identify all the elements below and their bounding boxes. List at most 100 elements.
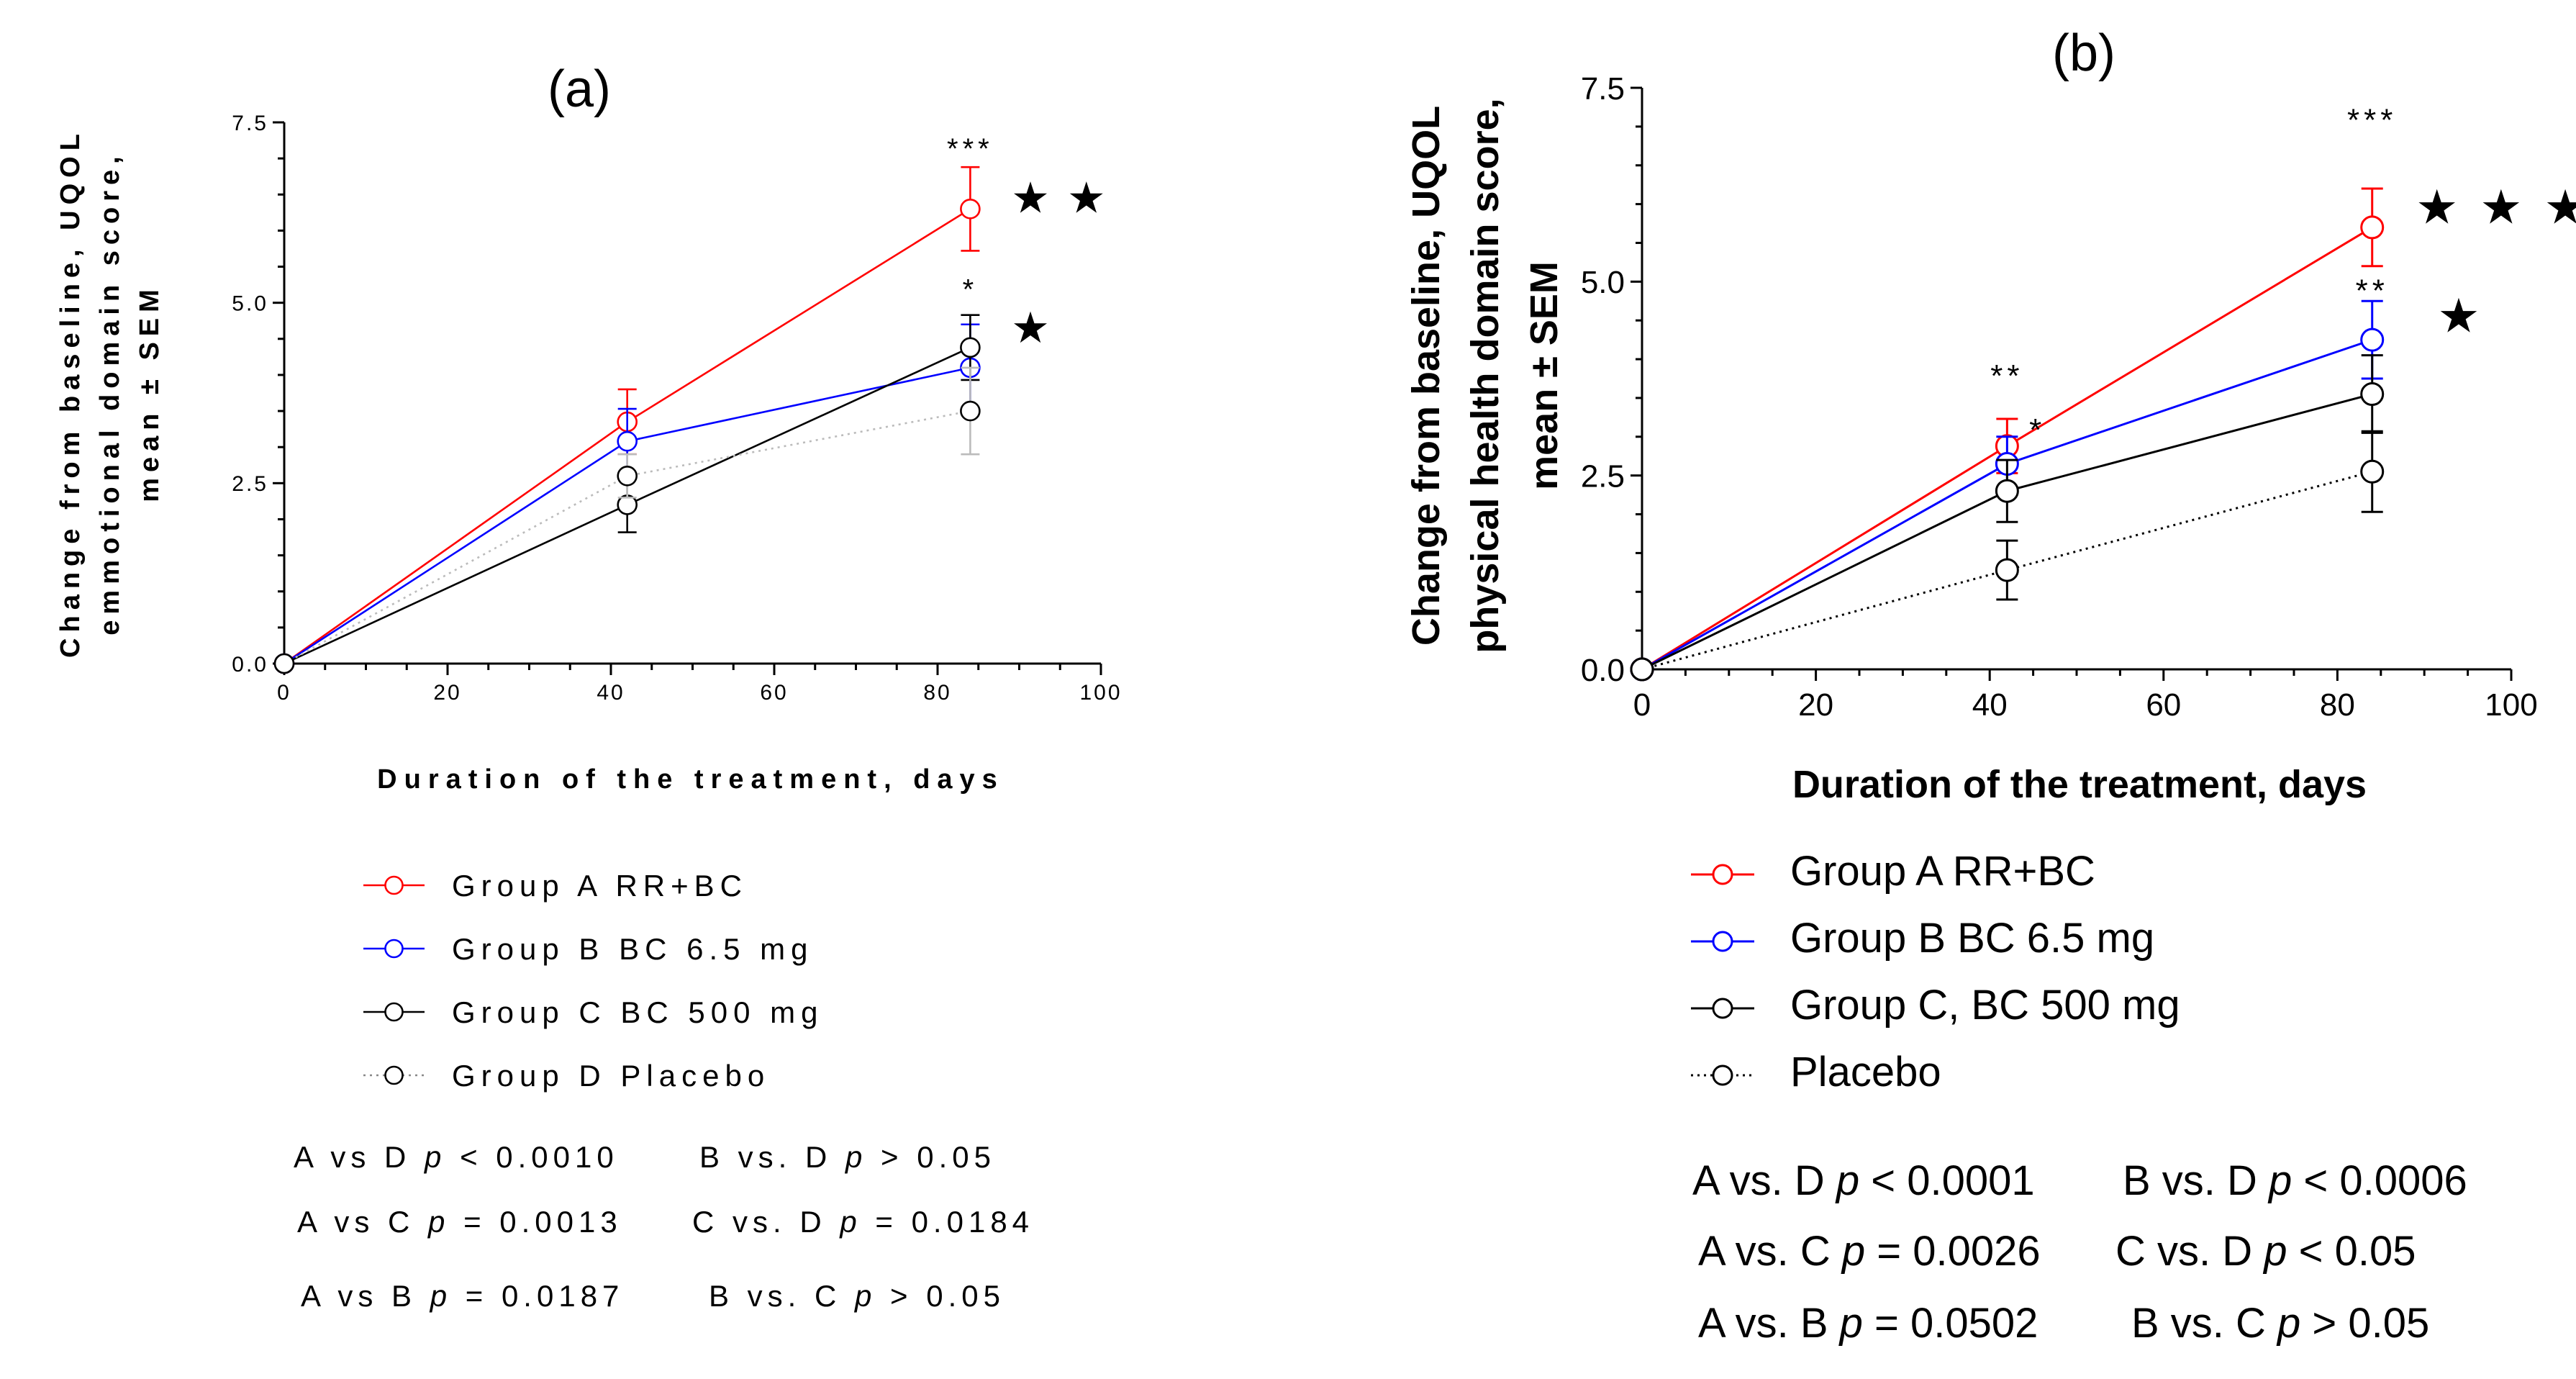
- significance-label: **: [2356, 273, 2389, 308]
- p-value-text: A vs. C p = 0.0026: [1698, 1228, 2041, 1275]
- legend-entry: Placebo: [1790, 1049, 1941, 1095]
- legend-swatch-marker: [384, 1002, 404, 1022]
- p-symbol: p: [1838, 1300, 1863, 1347]
- legend-entry: Group C BC 500 mg: [452, 995, 824, 1029]
- p-value-part: B vs. D: [2123, 1157, 2269, 1204]
- legend: Group A RR+BC Group B BC 6.5 mg Group C, B…: [1691, 848, 2180, 1095]
- p-value-text: B vs. C p > 0.05: [2131, 1300, 2429, 1347]
- p-value-part: A vs D: [294, 1140, 425, 1174]
- p-value-text: A vs B p = 0.0187: [301, 1279, 624, 1313]
- p-value-text: A vs C p = 0.0013: [297, 1205, 622, 1239]
- legend-entry: Group B BC 6.5 mg: [452, 932, 814, 966]
- data-point: [273, 653, 295, 674]
- p-symbol: p: [2262, 1228, 2287, 1275]
- significance-label: **: [1990, 358, 2023, 394]
- series-0: [1630, 187, 2385, 682]
- x-tick-label: 60: [760, 681, 788, 705]
- p-value-part: B vs. D: [699, 1140, 845, 1174]
- legend-entry: Group D Placebo: [452, 1059, 770, 1093]
- significance-label: ***: [2347, 102, 2397, 137]
- data-point: [960, 400, 981, 422]
- p-value-part: < 0.0001: [1859, 1157, 2035, 1204]
- x-tick-label: 100: [1079, 681, 1122, 705]
- legend: Group A RR+BC Group B BC 6.5 mg Group C BC…: [363, 869, 824, 1093]
- comparison-stars: ★: [1011, 304, 1067, 352]
- p-symbol: p: [429, 1279, 452, 1313]
- p-value-text: C vs. D p = 0.0184: [692, 1205, 1034, 1239]
- p-symbol: p: [1841, 1228, 1865, 1275]
- chart-title: (b): [2052, 24, 2115, 82]
- p-value-part: = 0.0184: [862, 1205, 1034, 1239]
- series-line: [284, 410, 971, 665]
- x-tick-label: 20: [433, 681, 461, 705]
- data-point: [960, 199, 981, 220]
- legend-swatch-marker: [384, 875, 404, 895]
- data-point: [1995, 479, 2019, 503]
- p-symbol: p: [2276, 1300, 2300, 1347]
- chart-title: (a): [548, 60, 611, 118]
- p-symbol: p: [853, 1279, 876, 1313]
- data-point: [2360, 327, 2385, 352]
- y-axis-label-line: Change from baseline, UQOL: [1405, 106, 1448, 646]
- x-tick-label: 0: [277, 681, 291, 705]
- legend-swatch-marker: [384, 1065, 404, 1085]
- legend-entry: Group A RR+BC: [452, 869, 748, 903]
- p-value-part: > 0.05: [876, 1279, 1005, 1313]
- x-tick-label: 80: [2320, 687, 2355, 723]
- p-value-stats: A vs D p < 0.0010 B vs. D p > 0.05 A vs C …: [294, 1140, 1034, 1313]
- data-point: [617, 430, 638, 452]
- x-tick-label: 0: [1633, 687, 1651, 723]
- data-point: [1995, 558, 2019, 582]
- p-symbol: p: [423, 1140, 446, 1174]
- x-tick-label: 60: [2146, 687, 2181, 723]
- p-value-stats: A vs. D p < 0.0001 B vs. D p < 0.0006 A vs…: [1692, 1157, 2467, 1347]
- p-value-part: C vs. D: [692, 1205, 840, 1239]
- comparison-stars: ★★: [1011, 173, 1123, 222]
- p-value-part: = 0.0026: [1865, 1228, 2041, 1275]
- y-axis-label: Change from baseline, UQOL emmotional dom…: [55, 128, 165, 658]
- p-symbol: p: [427, 1205, 450, 1239]
- data-point: [2360, 215, 2385, 240]
- p-value-part: A vs. B: [1698, 1300, 1840, 1347]
- y-tick-label: 5.0: [1581, 265, 1625, 300]
- p-value-part: A vs C: [297, 1205, 428, 1239]
- legend-swatch-marker: [1712, 931, 1733, 952]
- significance-label: *: [2029, 412, 2046, 448]
- p-value-text: A vs. B p = 0.0502: [1698, 1300, 2038, 1347]
- x-tick-label: 40: [597, 681, 625, 705]
- significance-label: *: [963, 274, 979, 306]
- y-tick-label: 7.5: [232, 112, 268, 135]
- p-value-text: A vs D p < 0.0010: [294, 1140, 619, 1174]
- p-value-part: A vs. D: [1692, 1157, 1836, 1204]
- y-tick-label: 5.0: [232, 291, 268, 315]
- comparison-stars: ★: [2437, 289, 2501, 342]
- legend-entry: Group C, BC 500 mg: [1790, 982, 2180, 1028]
- p-value-part: = 0.0187: [452, 1279, 624, 1313]
- p-value-part: = 0.0013: [450, 1205, 622, 1239]
- y-axis-label-line: mean ± SEM: [1523, 261, 1566, 490]
- y-axis-label-line: emmotional domain score,: [95, 150, 125, 635]
- p-symbol: p: [2267, 1157, 2292, 1204]
- x-tick-label: 40: [1972, 687, 2008, 723]
- p-value-part: < 0.0006: [2292, 1157, 2467, 1204]
- y-tick-label: 0.0: [1581, 653, 1625, 688]
- p-symbol: p: [1835, 1157, 1859, 1204]
- legend-swatch-marker: [1712, 864, 1733, 885]
- p-symbol: p: [844, 1140, 867, 1174]
- p-value-part: > 0.05: [2300, 1300, 2429, 1347]
- data-point: [960, 337, 981, 358]
- p-value-part: A vs. C: [1698, 1228, 1842, 1275]
- data-point: [2360, 459, 2385, 484]
- p-value-text: B vs. C p > 0.05: [709, 1279, 1005, 1313]
- legend-entry: Group B BC 6.5 mg: [1790, 915, 2154, 962]
- p-value-part: < 0.05: [2287, 1228, 2416, 1275]
- x-tick-label: 100: [2485, 687, 2537, 723]
- legend-entry: Group A RR+BC: [1790, 848, 2095, 895]
- x-tick-label: 80: [923, 681, 951, 705]
- y-axis-label-line: physical health domain score,: [1464, 98, 1507, 653]
- chart-panel-b: (b) 0.0 2.5 5.0 7.5 0 20 40 60 80 100 Duration of t…: [1405, 24, 2576, 1347]
- p-value-part: B vs. C: [709, 1279, 855, 1313]
- y-axis-label-line: Change from baseline, UQOL: [55, 128, 86, 658]
- p-value-part: < 0.0010: [446, 1140, 618, 1174]
